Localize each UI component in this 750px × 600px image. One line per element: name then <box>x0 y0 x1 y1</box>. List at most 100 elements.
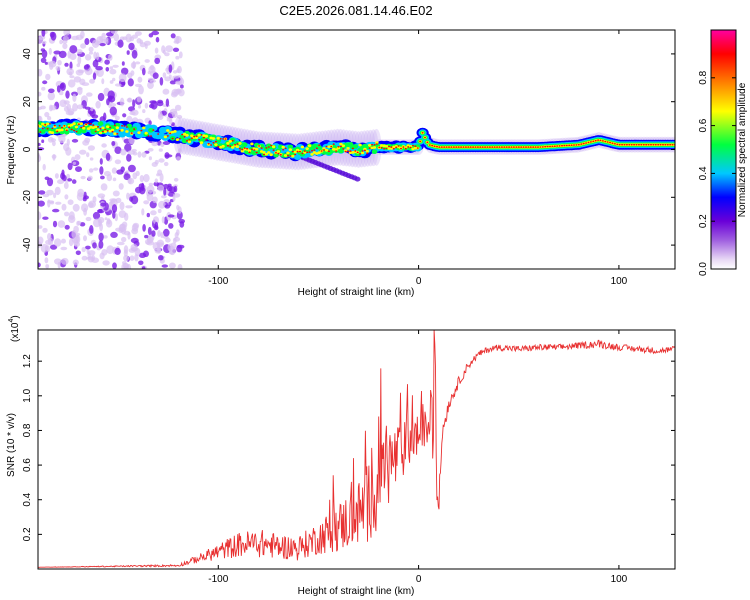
noise-speckle <box>157 208 162 214</box>
noise-speckle <box>177 264 183 269</box>
ridge-dot <box>163 135 168 139</box>
noise-speckle <box>105 67 110 72</box>
ridge-dot <box>402 146 405 148</box>
ridge-dot <box>558 145 561 147</box>
noise-speckle <box>45 73 51 81</box>
ridge-dot <box>508 146 511 148</box>
ridge-dot <box>286 151 290 155</box>
ridge-dot <box>70 123 74 127</box>
ridge-dot <box>236 143 239 145</box>
noise-speckle <box>99 43 106 47</box>
ridge-dot <box>347 150 350 153</box>
ridge-dot <box>247 149 252 153</box>
ridge-dot <box>90 129 97 135</box>
ridge-dot <box>339 142 343 146</box>
noise-speckle <box>102 260 110 266</box>
noise-speckle <box>86 152 90 158</box>
ridge-dot <box>308 151 311 153</box>
noise-speckle <box>92 211 101 220</box>
ridge-dot <box>565 144 568 147</box>
noise-speckle <box>79 222 86 227</box>
ridge-dot <box>186 140 188 142</box>
ridge-dot <box>633 143 636 146</box>
ridge-dot <box>279 153 282 156</box>
ridge-dot <box>101 126 105 130</box>
spectrogram-panel: -100 0 100 -40 -20 0 20 40 Height of straight l… <box>6 29 676 298</box>
noise-speckle <box>161 264 168 268</box>
ridge-dot <box>118 130 121 132</box>
ridge-dot <box>222 138 225 140</box>
ridge-dot <box>273 152 279 158</box>
ridge-dot <box>265 147 268 149</box>
noise-speckle <box>98 232 104 242</box>
noise-speckle <box>69 45 78 54</box>
ridge-dot <box>96 128 100 132</box>
ridge-dot <box>38 125 43 128</box>
ridge-dot <box>464 146 467 148</box>
ridge-dot <box>534 146 537 148</box>
ridge-dot <box>452 146 455 148</box>
ridge-dot <box>214 143 218 147</box>
ridge-dot <box>137 131 141 135</box>
ridge-dot <box>267 146 270 148</box>
noise-speckle <box>57 60 62 66</box>
ridge-dot <box>469 146 472 148</box>
ridge-dot <box>412 144 414 147</box>
ridge-dot <box>659 143 662 146</box>
noise-speckle <box>118 183 124 190</box>
ridge-dot <box>313 149 316 151</box>
noise-speckle <box>54 258 62 265</box>
noise-speckle <box>41 40 47 45</box>
noise-speckle <box>92 72 97 80</box>
noise-speckle <box>109 106 118 116</box>
noise-speckle <box>38 200 45 207</box>
ridge-dot <box>332 143 335 145</box>
noise-speckle <box>141 208 145 216</box>
noise-speckle <box>85 216 92 222</box>
ridge-dot <box>395 146 398 149</box>
noise-speckle <box>38 262 41 268</box>
ridge-dot <box>474 146 477 148</box>
ridge-dot <box>515 146 518 148</box>
noise-speckle <box>116 241 125 246</box>
ridge-dot <box>199 141 204 145</box>
ridge-dot <box>541 146 544 148</box>
noise-speckle <box>111 204 118 213</box>
noise-speckle <box>109 66 114 70</box>
ridge-dot <box>178 137 181 140</box>
noise-speckle <box>86 92 93 97</box>
noise-speckle <box>176 204 180 211</box>
noise-speckle <box>109 198 118 202</box>
noise-speckle <box>142 109 146 114</box>
noise-speckle <box>144 59 150 63</box>
ridge-dot <box>460 146 463 148</box>
ridge-dot <box>150 135 152 137</box>
noise-speckle <box>80 175 86 180</box>
ridge-dot <box>228 139 232 143</box>
ridge-dot <box>169 132 172 135</box>
ridge-dot <box>157 133 160 135</box>
ridge-dot <box>250 142 254 146</box>
noise-speckle <box>76 63 81 68</box>
noise-speckle <box>176 229 180 236</box>
noise-speckle <box>158 158 165 163</box>
noise-speckle <box>158 148 163 152</box>
noise-speckle <box>129 255 135 261</box>
ridge-dot <box>147 135 150 137</box>
ridge-dot <box>226 142 230 145</box>
noise-speckle <box>154 178 158 184</box>
ridge-dot <box>361 150 364 152</box>
noise-speckle <box>131 49 138 59</box>
noise-speckle <box>100 202 106 207</box>
ridge-dot <box>637 143 640 146</box>
ridge-dot <box>354 150 357 152</box>
ridge-dot <box>179 134 185 140</box>
noise-speckle <box>161 195 167 199</box>
noise-speckle <box>131 34 138 39</box>
noise-speckle <box>169 80 177 85</box>
noise-speckle <box>132 222 140 229</box>
noise-speckle <box>123 173 131 181</box>
ridge-dot <box>215 138 222 143</box>
ridge-dot <box>86 127 91 131</box>
ridge-dot <box>185 133 189 137</box>
